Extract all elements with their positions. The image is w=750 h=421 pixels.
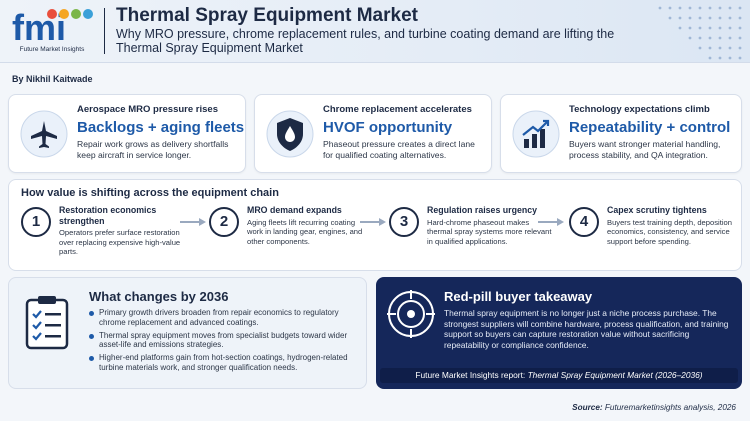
card-aerospace-mro: Aerospace MRO pressure rises Backlogs + … xyxy=(8,94,246,173)
changes-title: What changes by 2036 xyxy=(89,289,229,304)
arrow-right-icon xyxy=(538,218,564,226)
step-title: Capex scrutiny tightens xyxy=(607,205,707,215)
card-body: Repair work grows as delivery shortfalls… xyxy=(77,139,229,160)
report-footer-prefix: Future Market Insights report: xyxy=(415,370,528,380)
list-item: Thermal spray equipment moves from speci… xyxy=(89,331,361,351)
step-body: Hard-chrome phaseout makes thermal spray… xyxy=(427,217,552,246)
step-body: Operators prefer surface restoration ove… xyxy=(59,228,181,256)
card-label: Chrome replacement accelerates xyxy=(323,104,472,115)
arrow-right-icon xyxy=(360,218,386,226)
card-label: Technology expectations climb xyxy=(569,104,710,115)
step-title: Regulation raises urgency xyxy=(427,205,537,215)
step-title: MRO demand expands xyxy=(247,205,342,215)
card-label: Aerospace MRO pressure rises xyxy=(77,104,218,115)
header-banner: fmi Future Market Insights Thermal Spray… xyxy=(0,0,750,63)
logo-tagline: Future Market Insights xyxy=(19,46,85,53)
step-body: Aging fleets lift recurring coating work… xyxy=(247,217,363,246)
step-number: 1 xyxy=(21,207,51,237)
what-changes-panel: What changes by 2036 Primary growth driv… xyxy=(8,277,367,389)
source-text: Futuremarketinsights analysis, 2026 xyxy=(604,403,736,412)
target-crosshair-icon xyxy=(387,290,435,338)
value-chain-panel: How value is shifting across the equipme… xyxy=(8,179,742,271)
list-item: Primary growth drivers broaden from repa… xyxy=(89,308,361,328)
logo-text: fmi xyxy=(12,7,66,46)
author-byline: By Nikhil Kaitwade xyxy=(12,74,93,84)
report-footer[interactable]: Future Market Insights report: Thermal S… xyxy=(380,368,738,383)
card-technology-expectations: Technology expectations climb Repeatabil… xyxy=(500,94,742,173)
growth-chart-icon xyxy=(512,110,560,158)
clipboard-checklist-icon xyxy=(25,296,69,350)
list-item: Higher-end platforms gain from hot-secti… xyxy=(89,353,361,373)
step-title: Restoration economics strengthen xyxy=(59,205,157,226)
airplane-icon xyxy=(20,110,68,158)
source-note: Source: Futuremarketinsights analysis, 2… xyxy=(572,403,736,412)
report-footer-title: Thermal Spray Equipment Market (2026–203… xyxy=(527,370,703,380)
card-headline: HVOF opportunity xyxy=(323,119,453,136)
card-body: Phaseout pressure creates a direct lane … xyxy=(323,139,475,160)
shield-drop-icon xyxy=(266,110,314,158)
step-number: 3 xyxy=(389,207,419,237)
decorative-dots xyxy=(658,6,742,60)
arrow-right-icon xyxy=(180,218,206,226)
card-chrome-replacement: Chrome replacement accelerates HVOF oppo… xyxy=(254,94,492,173)
fmi-logo-mark: fmi xyxy=(12,7,93,48)
redpill-body: Thermal spray equipment is no longer jus… xyxy=(444,308,729,350)
step-number: 4 xyxy=(569,207,599,237)
card-headline: Backlogs + aging fleets xyxy=(77,119,245,136)
page-title: Thermal Spray Equipment Market xyxy=(116,5,418,26)
changes-list: Primary growth drivers broaden from repa… xyxy=(89,308,361,376)
chain-title: How value is shifting across the equipme… xyxy=(21,187,279,199)
step-body: Buyers test training depth, deposition e… xyxy=(607,217,732,246)
source-label: Source: xyxy=(572,403,603,412)
header-divider xyxy=(104,8,105,54)
step-number: 2 xyxy=(209,207,239,237)
card-body: Buyers want stronger material handling, … xyxy=(569,139,721,160)
page-subtitle: Why MRO pressure, chrome replacement rul… xyxy=(116,27,615,55)
redpill-title: Red-pill buyer takeaway xyxy=(444,289,593,304)
fmi-logo[interactable]: fmi Future Market Insights xyxy=(8,6,96,58)
red-pill-takeaway-panel: Red-pill buyer takeaway Thermal spray eq… xyxy=(376,277,742,389)
card-headline: Repeatability + control xyxy=(569,119,731,136)
